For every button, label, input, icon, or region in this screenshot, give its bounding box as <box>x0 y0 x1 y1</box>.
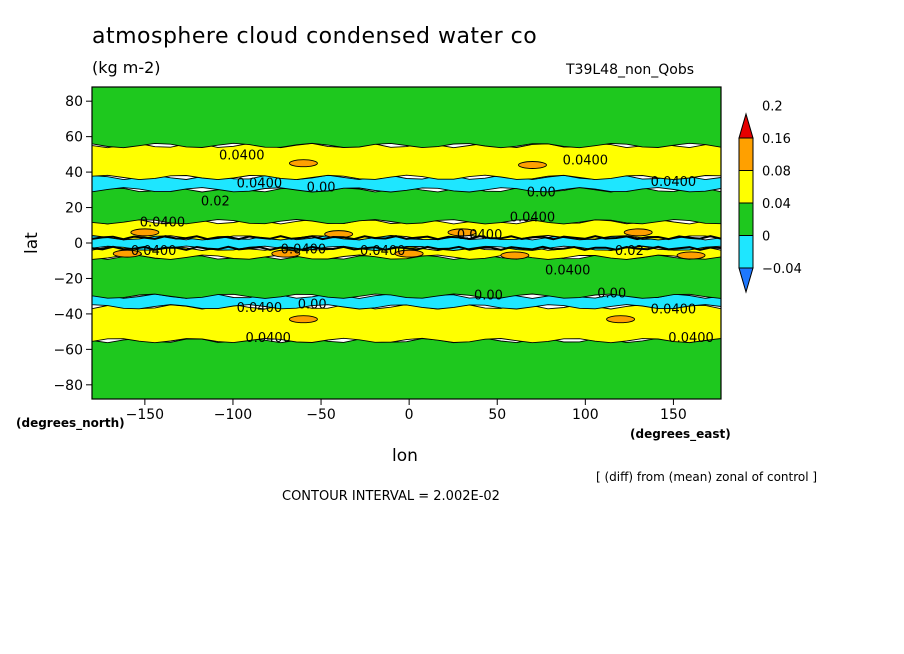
contour-label-15: 0.00 <box>474 288 503 303</box>
x-tick-label-100: 100 <box>572 407 599 423</box>
contour-label-10: 0.0400 <box>131 244 177 259</box>
chart-units: (kg m-2) <box>92 58 161 77</box>
patch-1 <box>112 249 142 258</box>
contour-label-21: 0.0400 <box>668 331 714 346</box>
x-tick-label--50: −50 <box>306 407 336 423</box>
colorbar-label-3: 0.08 <box>762 165 791 180</box>
contour-label-1: 0.0400 <box>563 154 609 169</box>
x-tick-label-150: 150 <box>660 407 687 423</box>
patch-3 <box>500 251 530 260</box>
contour-label-17: 0.0400 <box>237 301 283 316</box>
contour-label-9: 0.0400 <box>457 228 503 243</box>
contour-label-5: 0.00 <box>527 186 556 201</box>
colorbar-segment-2 <box>738 170 754 204</box>
contour-label-12: 0.0400 <box>360 244 406 259</box>
equatorial-contour-1 <box>92 235 721 241</box>
diff-note: [ (diff) from (mean) zonal of control ] <box>596 470 818 484</box>
contour-label-16: 0.00 <box>597 287 626 302</box>
colorbar-label-0: −0.04 <box>762 262 802 277</box>
y-tick-label--60: −60 <box>53 342 83 358</box>
y-tick-label--20: −20 <box>53 271 83 287</box>
contour-label-7: 0.0400 <box>140 216 186 231</box>
x-tick-label--150: −150 <box>126 407 164 423</box>
y-tick-label-40: 40 <box>65 165 83 181</box>
run-name: T39L48_non_Qobs <box>566 62 695 78</box>
field-layer: 0.0400 0.0400 0.0400 0.00 0.0400 0.00 0.02 0.04… <box>92 87 721 399</box>
contour-label-11: 0.0400 <box>281 242 327 257</box>
y-tick-label--40: −40 <box>53 307 83 323</box>
x-tick-label-50: 50 <box>488 407 506 423</box>
colorbar-label-4: 0.16 <box>762 132 791 147</box>
patch-8 <box>623 228 653 237</box>
band-1 <box>92 304 721 344</box>
contour-label-13: 0.02 <box>615 244 644 259</box>
y-tick-label-60: 60 <box>65 130 83 146</box>
contour-label-14: 0.0400 <box>545 264 591 279</box>
y-axis-units: (degrees_north) <box>16 416 125 430</box>
equatorial-contour-0 <box>92 245 721 251</box>
contour-label-4: 0.0400 <box>651 175 697 190</box>
colorbar-arrow-low <box>738 267 754 294</box>
colorbar-segment-3 <box>738 137 754 171</box>
contour-label-19: 0.0400 <box>651 303 697 318</box>
contour-interval: CONTOUR INTERVAL = 2.002E-02 <box>282 489 500 504</box>
colorbar-segment-1 <box>738 202 754 236</box>
band-0 <box>92 337 721 399</box>
patch-5 <box>130 228 160 237</box>
patch-4 <box>676 251 706 260</box>
y-tick-label-0: 0 <box>74 236 83 252</box>
colorbar-arrow-high <box>738 112 754 139</box>
y-tick-label-20: 20 <box>65 201 83 217</box>
patch-12 <box>606 315 636 324</box>
patch-10 <box>518 161 547 169</box>
band-5 <box>92 235 721 251</box>
contour-label-2: 0.0400 <box>237 177 283 192</box>
colorbar-label-5: 0.2 <box>762 100 783 115</box>
patch-9 <box>288 159 318 168</box>
x-tick-label-0: 0 <box>405 407 414 423</box>
band-7 <box>92 187 721 225</box>
x-axis-units: (degrees_east) <box>630 427 731 441</box>
x-tick-label--100: −100 <box>214 407 252 423</box>
patch-11 <box>288 315 318 324</box>
colorbar-segment-0 <box>738 235 754 269</box>
patch-7 <box>447 228 477 237</box>
patch-0 <box>271 249 301 258</box>
band-3 <box>92 254 721 299</box>
chart-title: atmosphere cloud condensed water co <box>92 24 538 49</box>
colorbar-label-1: 0 <box>762 230 770 245</box>
y-tick-label--80: −80 <box>53 378 83 394</box>
contour-label-0: 0.0400 <box>219 148 265 163</box>
patch-2 <box>394 249 424 258</box>
band-10 <box>92 87 721 149</box>
contour-label-8: 0.0400 <box>510 210 556 225</box>
contour-label-3: 0.00 <box>307 180 336 195</box>
contour-label-18: 0.00 <box>298 297 327 312</box>
contour-label-20: 0.0400 <box>245 331 291 346</box>
contour-label-6: 0.02 <box>201 194 230 209</box>
x-axis-label: lon <box>392 446 418 466</box>
colorbar-label-2: 0.04 <box>762 197 791 212</box>
band-9 <box>92 142 721 181</box>
y-tick-label-80: 80 <box>65 94 83 110</box>
